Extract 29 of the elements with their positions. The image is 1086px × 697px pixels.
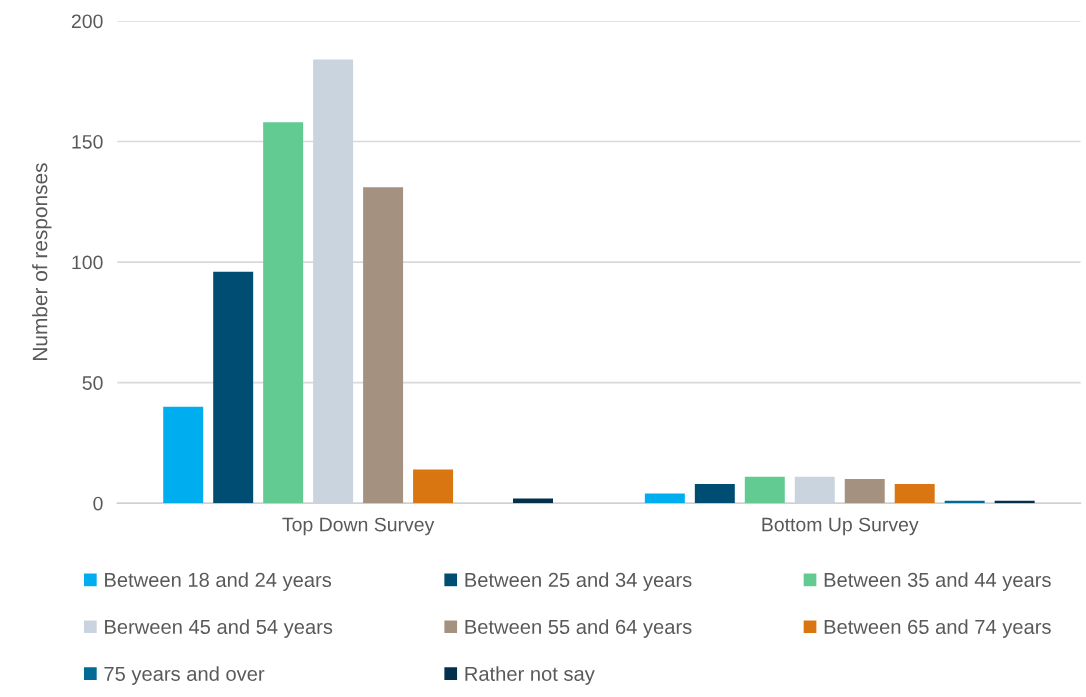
bar [363, 187, 404, 504]
legend-label: Between 65 and 74 years [824, 619, 1051, 638]
legend-label: Rather not say [465, 666, 595, 685]
y-tick-label: 200 [71, 14, 103, 29]
bar [694, 483, 735, 504]
legend-label: 75 years and over [104, 666, 265, 685]
bar [894, 483, 935, 504]
bar [263, 122, 304, 504]
bar [844, 479, 885, 504]
bar [644, 493, 685, 504]
bar [163, 406, 204, 504]
bar [744, 476, 785, 504]
y-tick-label: 150 [72, 134, 103, 149]
legend-label: Berween 45 and 54 years [105, 619, 333, 638]
bar [413, 469, 454, 504]
y-tick-label: 0 [93, 496, 103, 511]
legend-label: Between 35 and 44 years [824, 572, 1051, 592]
bar [794, 476, 835, 504]
bar [313, 59, 354, 504]
y-axis-title: Number of responses [32, 163, 52, 360]
x-tick-label: Bottom Up Survey [762, 517, 919, 536]
y-tick-label: 100 [72, 255, 103, 270]
y-tick-label: 50 [82, 376, 103, 390]
legend-label: Between 18 and 24 years [105, 572, 332, 592]
legend-label: Between 55 and 64 years [465, 619, 692, 638]
legend-label: Between 25 and 34 years [465, 572, 692, 592]
x-tick-label: Top Down Survey [282, 517, 435, 536]
bar [213, 271, 254, 504]
bar [513, 498, 553, 504]
